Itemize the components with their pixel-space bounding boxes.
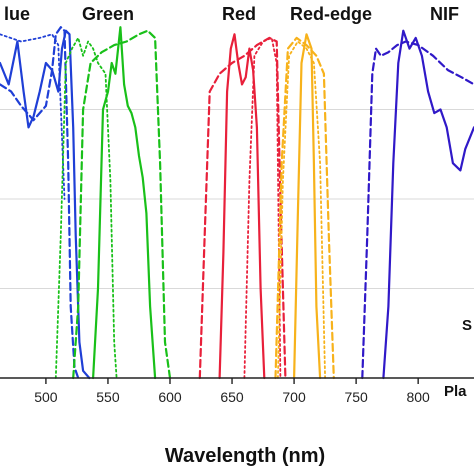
series-line-12	[382, 29, 474, 380]
series-line-2	[0, 33, 66, 200]
series-line-5	[54, 37, 118, 379]
band-label-blue: lue	[4, 4, 30, 24]
series-line-1	[0, 26, 80, 380]
series-line-8	[243, 37, 282, 379]
series-line-11	[276, 40, 327, 379]
series-line-10	[274, 36, 335, 380]
x-tick-label-600: 600	[158, 389, 182, 405]
x-tick-label-500: 500	[34, 389, 58, 405]
series-line-4	[72, 29, 172, 380]
x-tick-label-550: 550	[96, 389, 120, 405]
series-line-6	[218, 33, 266, 380]
x-tick-label-800: 800	[406, 389, 430, 405]
x-axis-label: Wavelength (nm)	[165, 445, 325, 467]
series-line-7	[198, 36, 287, 380]
x-tick-label-750: 750	[344, 389, 368, 405]
series-line-13	[361, 40, 474, 380]
band-label-green: Green	[82, 4, 134, 24]
series-line-9	[293, 33, 322, 380]
x-tick-label-650: 650	[220, 389, 244, 405]
spectral-curves	[0, 26, 474, 380]
series-line-0	[0, 29, 91, 380]
gridlines	[0, 109, 474, 289]
x-ticks: 500 550 600 650 700 750 800	[34, 378, 430, 405]
band-label-red-edge: Red-edge	[290, 4, 372, 24]
band-label-nir: NIF	[430, 4, 459, 24]
series-line-3	[91, 26, 157, 380]
x-tick-label-700: 700	[282, 389, 306, 405]
annotation-pla: Pla	[444, 383, 467, 400]
band-label-red: Red	[222, 4, 256, 24]
annotation-s: S	[462, 317, 472, 334]
